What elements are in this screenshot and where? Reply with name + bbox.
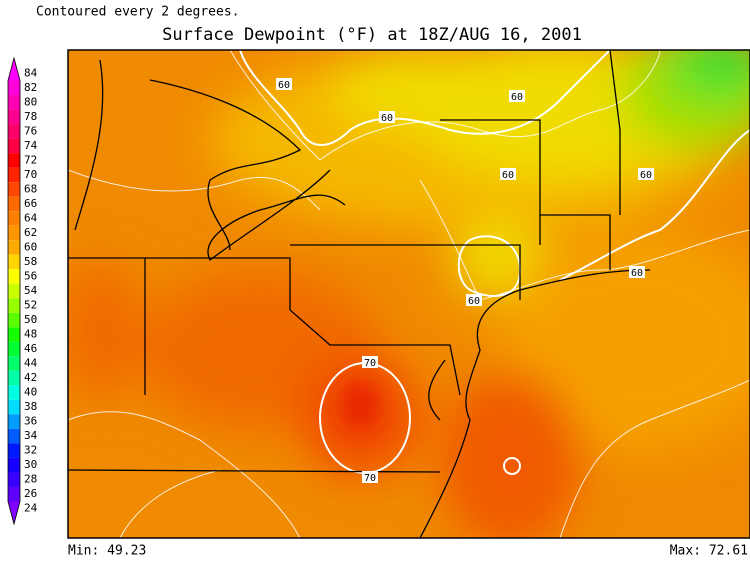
contour-label: 60 xyxy=(640,170,652,181)
colorbar-cell xyxy=(8,472,20,487)
colorbar-label: 50 xyxy=(24,313,37,326)
contour-label: 60 xyxy=(278,80,290,91)
contour-label: 60 xyxy=(631,268,643,279)
contour-label: 60 xyxy=(381,113,393,124)
contour-label-bg xyxy=(638,168,654,180)
colorbar-label: 68 xyxy=(24,182,37,195)
colorbar-label: 30 xyxy=(24,458,37,471)
colorbar-cell xyxy=(8,486,20,502)
contour-label-bg xyxy=(629,266,645,278)
contour-label-bg xyxy=(466,294,482,306)
colorbar-label: 28 xyxy=(24,473,37,486)
colorbar-label: 42 xyxy=(24,371,37,384)
colorbar-cell xyxy=(8,269,20,284)
colorbar-label: 64 xyxy=(24,211,38,224)
colorbar-cell xyxy=(8,109,20,125)
colorbar-cell xyxy=(8,414,20,429)
colorbar-cell xyxy=(8,501,20,524)
colorbar-label: 48 xyxy=(24,328,37,341)
colorbar-label: 60 xyxy=(24,240,37,253)
colorbar-label: 46 xyxy=(24,342,37,355)
colorbar-cell xyxy=(8,153,20,168)
colorbar-label: 54 xyxy=(24,284,38,297)
colorbar-label: 34 xyxy=(24,429,38,442)
colorbar-cell xyxy=(8,196,20,212)
colorbar-label: 70 xyxy=(24,168,37,181)
contour-label: 70 xyxy=(364,358,376,369)
contour-label: 70 xyxy=(364,473,376,484)
min-value: Min: 49.23 xyxy=(68,544,146,559)
max-value: Max: 72.61 xyxy=(670,544,748,559)
contour-label-bg xyxy=(379,111,395,123)
colorbar-label: 76 xyxy=(24,124,37,137)
colorbar-cell xyxy=(8,370,20,386)
colorbar-label: 72 xyxy=(24,153,37,166)
contour-label: 60 xyxy=(468,296,480,307)
colorbar-label: 36 xyxy=(24,415,37,428)
contour-labels: 60 60 60 60 60 60 60 70 70 xyxy=(276,78,654,484)
contour-label-bg xyxy=(276,78,292,90)
map-title: Surface Dewpoint (°F) at 18Z/AUG 16, 200… xyxy=(162,25,582,45)
contour-label-bg xyxy=(362,356,378,368)
colorbar-cell xyxy=(8,225,20,241)
colorbar-cell xyxy=(8,80,20,96)
contour-label: 60 xyxy=(511,92,523,103)
contour-label-bg xyxy=(362,471,378,483)
colorbar-label: 32 xyxy=(24,444,37,457)
colorbar-label: 38 xyxy=(24,400,37,413)
colorbar-cell xyxy=(8,124,20,139)
colorbar-cell xyxy=(8,428,20,444)
contour-label: 60 xyxy=(502,170,514,181)
colorbar-cell xyxy=(8,327,20,342)
colorbar-cell xyxy=(8,443,20,458)
colorbar-cell xyxy=(8,385,20,400)
colorbar-label: 66 xyxy=(24,197,37,210)
colorbar-cell xyxy=(8,341,20,357)
map-frame xyxy=(67,49,750,539)
colorbar-cell xyxy=(8,240,20,255)
colorbar-label: 44 xyxy=(24,357,38,370)
colorbar-label: 78 xyxy=(24,110,37,123)
contour-label-bg xyxy=(500,168,516,180)
colorbar-label: 84 xyxy=(24,66,38,79)
colorbar-cell xyxy=(8,58,20,81)
colorbar-label: 56 xyxy=(24,269,37,282)
colorbar-label: 52 xyxy=(24,299,37,312)
colorbar-cell xyxy=(8,254,20,270)
contour-label-bg xyxy=(509,90,525,102)
colorbar-cell xyxy=(8,312,20,328)
colorbar-cell xyxy=(8,283,20,299)
contour-note: Contoured every 2 degrees. xyxy=(36,5,240,20)
colorbar-outline xyxy=(7,56,21,526)
colorbar-label: 24 xyxy=(24,502,38,515)
colorbar-cell xyxy=(8,356,20,371)
colorbar-cell xyxy=(8,167,20,183)
colorbar-label: 82 xyxy=(24,81,37,94)
colorbar-cell xyxy=(8,95,20,110)
colorbar-cell xyxy=(8,457,20,473)
colorbar-cell xyxy=(8,399,20,415)
colorbar-label: 80 xyxy=(24,95,37,108)
colorbar-label: 62 xyxy=(24,226,37,239)
colorbar-label: 26 xyxy=(24,487,37,500)
colorbar-cell xyxy=(8,298,20,313)
colorbar-label: 74 xyxy=(24,139,38,152)
colorbar-label: 58 xyxy=(24,255,37,268)
colorbar-cell xyxy=(8,182,20,197)
colorbar-cell xyxy=(8,138,20,154)
colorbar-label: 40 xyxy=(24,386,37,399)
colorbar-cell xyxy=(8,211,20,226)
dewpoint-field xyxy=(68,50,750,538)
